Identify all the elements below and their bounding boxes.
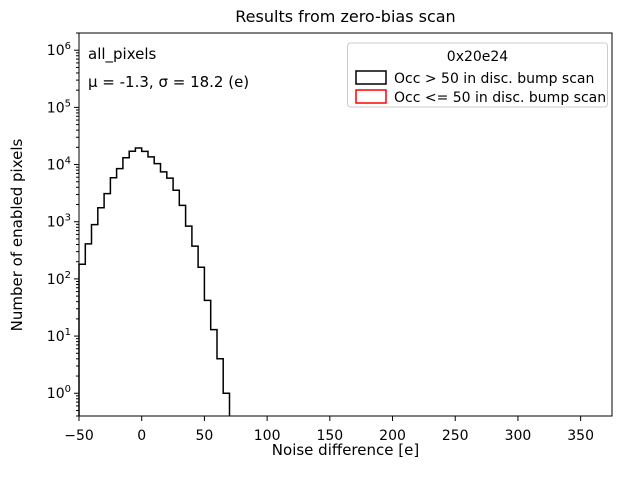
x-tick-label: 250 xyxy=(442,428,469,444)
legend-entry-label: Occ <= 50 in disc. bump scan xyxy=(394,90,606,106)
y-tick-label: 105 xyxy=(47,98,71,116)
y-tick-label: 106 xyxy=(47,41,71,59)
axes-frame xyxy=(78,32,613,417)
x-tick-label: 150 xyxy=(316,428,343,444)
histogram-series xyxy=(78,147,231,416)
x-tick-label: 0 xyxy=(137,428,146,444)
annotation-dataset: all_pixels xyxy=(88,45,157,64)
annotation-stats: μ = -1.3, σ = 18.2 (e) xyxy=(88,73,249,91)
legend-title: 0x20e24 xyxy=(447,49,509,65)
histogram-step-path xyxy=(78,147,231,416)
legend-swatch-red xyxy=(355,89,387,104)
legend-entry-label: Occ > 50 in disc. bump scan xyxy=(394,71,594,87)
chart-title: Results from zero-bias scan xyxy=(235,7,455,26)
x-tick-label: 200 xyxy=(379,428,406,444)
y-tick-label: 104 xyxy=(47,156,71,174)
y-axis-label: Number of enabled pixels xyxy=(8,138,26,331)
legend: 0x20e24 Occ > 50 in disc. bump scan Occ … xyxy=(347,42,608,108)
y-tick-label: 100 xyxy=(47,384,71,402)
x-tick-label: 100 xyxy=(254,428,281,444)
x-axis-label: Noise difference [e] xyxy=(272,441,419,459)
axis-ticks: −50 0 50 100 150 200 250 300 350 100 101 102 103 104 1… xyxy=(47,32,594,444)
x-tick-label: 50 xyxy=(195,428,213,444)
x-tick-label: 300 xyxy=(505,428,532,444)
y-tick-label: 101 xyxy=(47,327,71,345)
axes-frame-group xyxy=(78,32,613,417)
y-tick-label: 103 xyxy=(47,213,71,231)
legend-box xyxy=(347,42,608,108)
x-tick-label: −50 xyxy=(64,428,94,444)
y-tick-label: 102 xyxy=(47,270,71,288)
legend-swatch-black xyxy=(355,70,387,85)
x-tick-label: 350 xyxy=(567,428,594,444)
